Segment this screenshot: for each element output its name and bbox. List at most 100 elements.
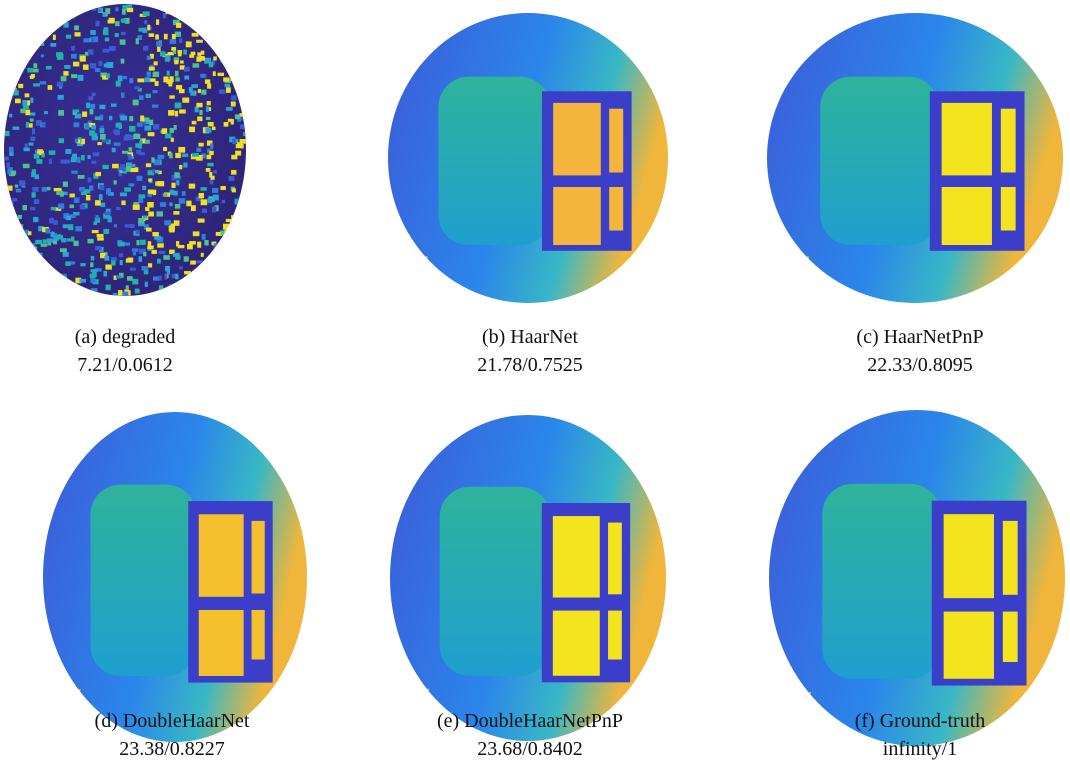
pixel — [67, 238, 71, 241]
pixel — [152, 169, 155, 173]
pixel — [235, 234, 239, 239]
pixel — [179, 266, 183, 269]
pixel — [33, 217, 38, 222]
pixel — [56, 52, 63, 57]
pixel — [135, 167, 138, 172]
pixel — [106, 73, 110, 78]
pixel — [98, 61, 102, 66]
pixel — [139, 152, 145, 155]
pixel — [197, 7, 203, 11]
pixel — [32, 15, 36, 21]
pixel — [105, 264, 111, 269]
pixel — [109, 116, 112, 120]
pixel — [63, 182, 68, 187]
pane — [608, 523, 622, 595]
pixel — [90, 63, 96, 68]
pixel — [71, 171, 77, 174]
pixel — [169, 95, 174, 98]
pixel — [146, 163, 151, 167]
pixel — [121, 59, 125, 64]
pixel — [244, 225, 249, 229]
pixel — [132, 248, 138, 251]
pixel — [90, 109, 94, 114]
pixel — [202, 264, 209, 269]
pixel — [12, 90, 18, 95]
pixel — [61, 76, 67, 81]
panel: (e) DoubleHaarNetPnP23.68/0.8402 — [390, 415, 666, 760]
pixel — [190, 14, 194, 18]
pixel — [111, 104, 117, 107]
pixel — [209, 264, 213, 268]
pixel — [114, 142, 121, 145]
pixel — [14, 60, 18, 64]
pane — [609, 187, 623, 231]
pixel — [58, 203, 64, 208]
pane — [609, 109, 623, 173]
pixel — [33, 246, 37, 250]
pixel — [210, 143, 213, 149]
pixel — [41, 54, 44, 57]
pixel — [124, 187, 131, 191]
pixel — [54, 188, 58, 191]
pixel — [6, 37, 12, 40]
pixel — [91, 269, 98, 272]
pixel — [114, 129, 121, 133]
pixel — [121, 200, 125, 205]
pixel — [242, 241, 249, 245]
pixel — [173, 191, 178, 196]
pixel — [234, 213, 241, 217]
pixel — [219, 243, 224, 248]
pixel — [30, 75, 34, 78]
caption-label: (c) HaarNetPnP — [856, 326, 983, 348]
pixel — [6, 22, 13, 27]
pixel — [227, 241, 233, 246]
pixel — [216, 256, 222, 261]
pixel — [122, 9, 126, 15]
pixel — [83, 38, 89, 42]
pixel — [27, 38, 32, 43]
pixel — [172, 34, 176, 39]
pixel — [62, 276, 67, 281]
pixel — [9, 217, 13, 221]
pixel — [131, 164, 135, 168]
pixel — [236, 199, 241, 204]
pixel — [33, 280, 39, 285]
pixel — [80, 56, 86, 62]
pixel — [158, 155, 165, 159]
pixel — [87, 239, 93, 243]
pixel — [240, 124, 244, 129]
pixel — [236, 288, 239, 291]
pixel — [184, 67, 190, 72]
pixel — [9, 147, 14, 153]
pixel — [127, 162, 132, 166]
pixel — [237, 206, 241, 212]
pixel — [207, 101, 211, 105]
pixel — [244, 80, 249, 85]
pixel — [14, 72, 17, 77]
wall — [820, 77, 938, 245]
pixel — [239, 113, 244, 117]
pixel — [165, 55, 170, 60]
pixel — [222, 284, 228, 290]
pixel — [171, 183, 175, 188]
panel: (b) HaarNet21.78/0.7525 — [388, 13, 668, 376]
pixel — [44, 25, 48, 29]
pixel — [156, 211, 163, 216]
pixel — [112, 148, 116, 152]
pixel — [76, 292, 80, 297]
pixel — [219, 89, 225, 94]
pixel — [36, 255, 41, 258]
pixel — [215, 11, 221, 15]
pixel — [9, 269, 14, 272]
pane — [553, 187, 601, 245]
pixel — [136, 230, 140, 234]
pixel — [30, 119, 34, 122]
pixel — [115, 7, 118, 11]
pixel — [33, 83, 40, 86]
pixel — [241, 214, 246, 217]
pixel — [198, 282, 202, 285]
pixel — [111, 260, 116, 265]
pixel — [53, 6, 59, 12]
pixel — [38, 16, 42, 21]
pixel — [169, 229, 174, 233]
